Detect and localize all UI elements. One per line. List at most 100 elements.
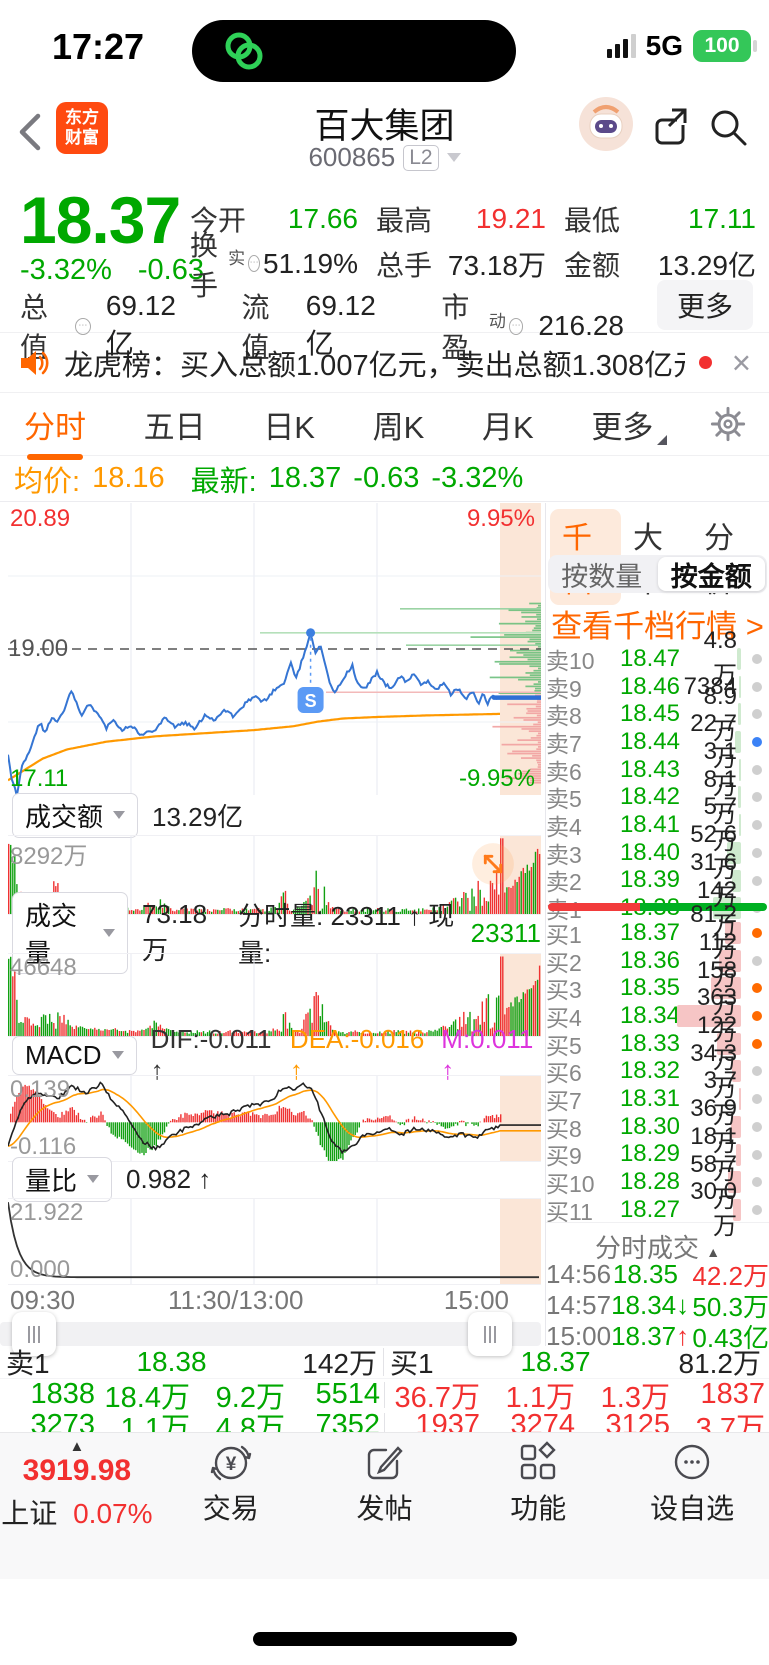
buy-row[interactable]: 买9 18.29 18.1万 (546, 1123, 769, 1185)
avg-label: 均价: (14, 465, 81, 498)
tab-更多[interactable]: 更多 (589, 396, 668, 453)
nav-item-发帖[interactable]: 发帖 (308, 1433, 462, 1579)
toggle-按金额[interactable]: 按金额 (657, 557, 765, 592)
intraday-chart[interactable]: S 20.89 9.95% 17.11 -9.95% 19.00 (7, 503, 544, 797)
stock-code-row[interactable]: 600865 L2 (0, 142, 769, 173)
turnover-dropdown[interactable]: 成交额 (12, 792, 139, 838)
buy-row[interactable]: 买10 18.28 58.7万 (546, 1151, 769, 1213)
level-volume: 112万 (698, 929, 737, 992)
trade-row[interactable]: 14:57 18.34↓ 50.3万 (546, 1290, 769, 1322)
level-volume: 8.9万 (703, 682, 737, 745)
macd-dropdown[interactable]: MACD (12, 1035, 137, 1075)
volume-highlight (736, 1143, 741, 1166)
depth-cell: 9.2万 (215, 1381, 285, 1414)
tab-五日[interactable]: 五日 (143, 409, 206, 445)
stat-流值: 流值 69.12亿 (241, 286, 397, 366)
scroll-handle-right[interactable] (468, 1312, 512, 1356)
close-icon[interactable]: × (731, 344, 751, 381)
nav-item-设自选[interactable]: 设自选 (615, 1433, 769, 1579)
expand-icon[interactable] (471, 842, 515, 886)
tick-trades-header[interactable]: 分时成交 ▲ (546, 1222, 769, 1265)
buy-row[interactable]: 买11 18.27 30.0万 (546, 1178, 769, 1240)
tab-周K[interactable]: 周K (372, 409, 425, 445)
trade-arrow: ↓ (676, 1290, 690, 1320)
buy-row[interactable]: 买4 18.34 363万 (546, 984, 769, 1046)
tab-分时[interactable]: 分时 (22, 396, 88, 453)
buy-row[interactable]: 买1 18.37 81.2万 (546, 901, 769, 963)
nav-item-交易[interactable]: ¥ 交易 (154, 1433, 308, 1579)
buy-row[interactable]: 买7 18.31 3.7万 (546, 1067, 769, 1129)
ratio-dropdown[interactable]: 量比 (12, 1156, 113, 1202)
panel-divider (545, 503, 546, 1346)
home-indicator[interactable] (253, 1632, 517, 1646)
axis-pct-high: 9.95% (466, 505, 535, 532)
buy-row[interactable]: 买3 18.35 158万 (546, 957, 769, 1019)
depth-cell: 5514 (315, 1378, 380, 1410)
trade-row[interactable]: 14:56 18.35 42.2万 (546, 1259, 769, 1291)
link-icon (225, 32, 263, 70)
level-label: 卖2 (546, 869, 582, 896)
tick-trades-list: 14:56 18.35 42.2万 14:57 18.34↓ 50.3万 15:00 18.3… (546, 1259, 769, 1353)
sell-row[interactable]: 卖6 18.43 3.1万 (546, 738, 769, 800)
order-dot (752, 1204, 762, 1215)
level-volume: 122万 (696, 1012, 737, 1075)
latest-price: 18.37 (268, 462, 342, 494)
trade-price: 18.37↑ (611, 1321, 690, 1351)
info-icon[interactable]: ⋯ (508, 317, 524, 335)
info-icon[interactable]: ⋯ (74, 317, 91, 335)
back-icon[interactable] (12, 110, 56, 154)
news-ticker[interactable]: 龙虎榜：买入总额1.007亿元，卖出总额1.308亿元... × (0, 333, 769, 393)
sell-row[interactable]: 卖9 18.46 7384 (546, 673, 769, 702)
level-price: 18.31 (619, 1084, 680, 1112)
view-full-depth-link[interactable]: 查看千档行情 > (551, 609, 764, 644)
nav-item-index[interactable]: ▲ 3919.98 上证 0.07% (0, 1433, 154, 1579)
order-dot (752, 681, 762, 692)
order-dot (752, 737, 762, 748)
dynamic-island[interactable] (192, 20, 516, 82)
volume-chart[interactable]: 46648 (8, 953, 543, 1037)
sell-row[interactable]: 卖5 18.42 8.1万 (546, 766, 769, 828)
share-icon[interactable] (645, 104, 691, 150)
buy-row[interactable]: 买5 18.33 122万 (546, 1012, 769, 1074)
buy-row[interactable]: 买2 18.36 112万 (546, 929, 769, 991)
buy-row[interactable]: 买8 18.30 36.9万 (546, 1095, 769, 1157)
sell1-summary: 卖1 18.38 142万 (6, 1346, 377, 1379)
buy-row[interactable]: 买6 18.32 34.3万 (546, 1040, 769, 1102)
gear-icon[interactable] (709, 405, 747, 443)
sell-row[interactable]: 卖2 18.39 31.6万 (546, 849, 769, 911)
volume-axis-top: 46648 (10, 954, 77, 981)
search-icon[interactable] (705, 104, 751, 150)
latest-change-pct: -3.32% (431, 462, 524, 494)
ratio-chart[interactable]: 21.922 0.000 (7, 1198, 541, 1285)
more-button[interactable]: 更多 (656, 280, 753, 330)
tab-月K[interactable]: 月K (482, 409, 534, 445)
volume-dropdown[interactable]: 成交量 (12, 892, 129, 974)
nav-item-功能[interactable]: 功能 (461, 1433, 615, 1579)
sell-row[interactable]: 卖10 18.47 4.8万 (546, 627, 769, 689)
order-dot (752, 847, 762, 858)
level-volume: 52.6万 (690, 821, 737, 884)
trade-row[interactable]: 15:00 18.37↑ 0.43亿 (546, 1321, 769, 1353)
stat-value: 19.21 (475, 202, 546, 234)
depth-cell: 1837 (700, 1378, 765, 1410)
volume-value: 73.18万 (142, 899, 208, 965)
chart-scrollbar[interactable] (0, 1322, 541, 1346)
info-icon[interactable]: ⋯ (248, 255, 261, 272)
sell-row[interactable]: 卖7 18.44 22.7万 (546, 710, 769, 772)
sell-row[interactable]: 卖4 18.41 5.7万 (546, 793, 769, 855)
assistant-avatar[interactable] (578, 96, 634, 152)
level-label: 买1 (546, 921, 582, 948)
ratio-axis-bottom: 0.000 (10, 1256, 71, 1283)
index-value: 3919.98 (22, 1454, 132, 1487)
sell-row[interactable]: 卖8 18.45 8.9万 (546, 683, 769, 745)
ratio-value: 0.982 ↑ (126, 1163, 212, 1194)
eastmoney-logo[interactable]: 东方 财富 (56, 102, 108, 154)
order-dot (752, 1066, 762, 1077)
scroll-handle-left[interactable] (12, 1312, 56, 1356)
sell-row[interactable]: 卖3 18.40 52.6万 (546, 821, 769, 883)
tab-日K[interactable]: 日K (263, 409, 315, 445)
level-label: 卖3 (546, 841, 582, 868)
toggle-按数量[interactable]: 按数量 (561, 561, 643, 592)
macd-chart[interactable]: 0.139 -0.116 (7, 1075, 541, 1166)
